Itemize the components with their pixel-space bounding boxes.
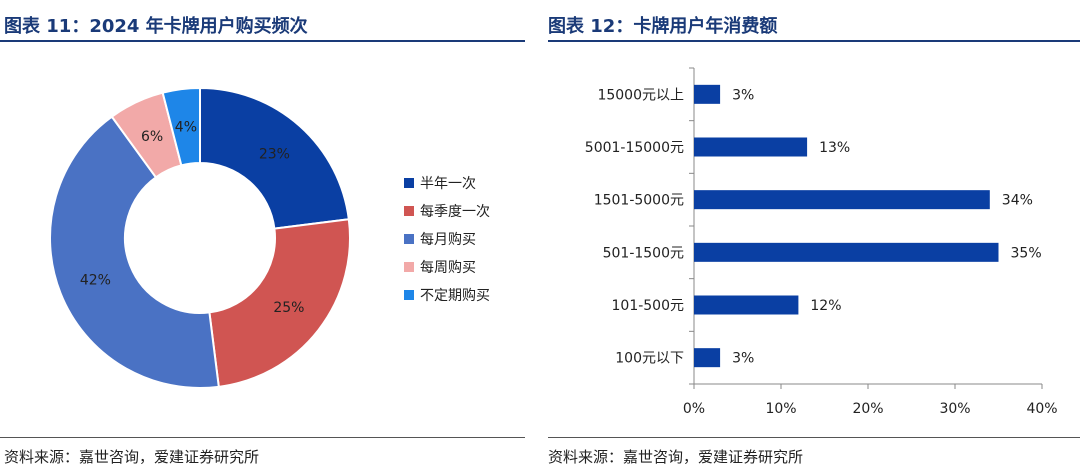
bar-chart-panel: 图表 12：卡牌用户年消费额 0% 10% 20% 30% 40% 15000元以上 3% 5… — [548, 0, 1080, 475]
legend-item-1: 半年一次 — [404, 176, 476, 192]
category-label-4: 501-1500元 — [603, 245, 684, 261]
bar-value-label-2: 13% — [819, 140, 850, 156]
legend-label: 不定期购买 — [420, 288, 490, 304]
category-label-1: 15000元以上 — [597, 87, 684, 103]
bar-value-label-5: 12% — [810, 298, 841, 314]
bar-1 — [694, 84, 721, 104]
bar-chart-source: 资料来源：嘉世咨询，爱建证券研究所 — [548, 448, 804, 466]
legend-item-3: 每月购买 — [404, 232, 476, 248]
donut-slice-label-4: 6% — [141, 129, 163, 145]
donut-slice-label-1: 23% — [259, 147, 290, 163]
legend-label: 每周购买 — [420, 260, 476, 276]
bar-4 — [694, 242, 999, 262]
legend-label: 半年一次 — [420, 176, 476, 192]
category-label-5: 101-500元 — [612, 298, 685, 314]
category-label-3: 1501-5000元 — [594, 193, 684, 209]
legend-item-4: 每周购买 — [404, 260, 476, 276]
x-tick-label-20: 20% — [852, 401, 883, 417]
bar-6 — [694, 348, 721, 368]
source-divider — [0, 437, 525, 438]
donut-slice-5 — [161, 86, 201, 167]
title-divider — [0, 40, 525, 42]
legend-swatch — [404, 262, 414, 272]
bar-chart-title: 图表 12：卡牌用户年消费额 — [548, 16, 778, 37]
x-tick-label-40: 40% — [1026, 401, 1057, 417]
legend-item-5: 不定期购买 — [404, 288, 490, 304]
legend-swatch — [404, 178, 414, 188]
legend-item-2: 每季度一次 — [404, 204, 490, 220]
donut-chart-panel: 图表 11：2024 年卡牌用户购买频次 23% 25% 42% 6% 4% 半年一次每季… — [0, 0, 525, 475]
category-label-2: 5001-15000元 — [585, 140, 684, 156]
bar-value-label-6: 3% — [732, 351, 754, 367]
donut-slice-label-5: 4% — [175, 119, 197, 135]
x-tick-label-30: 30% — [939, 401, 970, 417]
donut-chart-title: 图表 11：2024 年卡牌用户购买频次 — [4, 16, 308, 37]
donut-slice-label-3: 42% — [80, 272, 111, 288]
legend-label: 每季度一次 — [420, 204, 490, 220]
bar-5 — [694, 295, 799, 315]
legend-label: 每月购买 — [420, 232, 476, 248]
title-divider — [548, 40, 1080, 42]
source-divider — [548, 437, 1080, 438]
legend-swatch — [404, 290, 414, 300]
donut-slice-3 — [49, 115, 220, 389]
x-tick-label-0: 0% — [683, 401, 705, 417]
donut-slice-label-2: 25% — [273, 300, 304, 316]
bar-value-label-3: 34% — [1002, 193, 1033, 209]
donut-slice-1 — [199, 86, 350, 230]
bar-value-label-1: 3% — [732, 87, 754, 103]
legend-swatch — [404, 206, 414, 216]
donut-slice-2 — [208, 218, 351, 388]
bar-value-label-4: 35% — [1011, 245, 1042, 261]
bar-chart: 0% 10% 20% 30% 40% 15000元以上 3% 5001-15000元 13% 15… — [585, 67, 1058, 417]
legend-swatch — [404, 234, 414, 244]
category-label-6: 100元以下 — [615, 351, 684, 367]
bar-2 — [694, 137, 808, 157]
bar-3 — [694, 190, 990, 210]
x-tick-label-10: 10% — [765, 401, 796, 417]
donut-chart-source: 资料来源：嘉世咨询，爱建证券研究所 — [4, 448, 260, 466]
